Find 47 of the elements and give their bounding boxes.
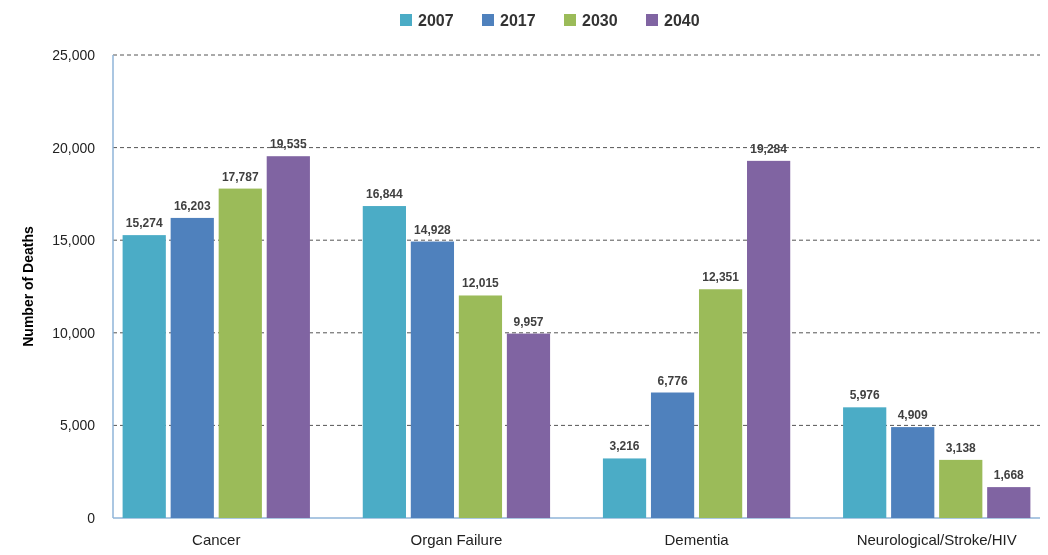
- bar: [266, 156, 310, 518]
- x-tick-label: Dementia: [664, 531, 730, 548]
- data-label: 16,203: [173, 198, 211, 213]
- bar: [506, 333, 551, 518]
- data-label: 15,274: [125, 216, 163, 231]
- y-tick-label: 15,000: [52, 232, 96, 249]
- bar: [218, 188, 262, 518]
- y-tick-label: 20,000: [52, 139, 96, 156]
- legend-label: 2017: [500, 11, 536, 29]
- bar: [987, 487, 1031, 518]
- x-tick-label: Organ Failure: [410, 531, 503, 548]
- data-label: 19,284: [750, 141, 788, 156]
- data-label: 3,216: [609, 439, 640, 454]
- bar: [939, 459, 983, 518]
- bar: [698, 289, 743, 518]
- bar: [891, 427, 935, 518]
- bar: [602, 458, 647, 518]
- data-label: 4,909: [897, 408, 929, 423]
- legend-label: 2007: [418, 11, 454, 29]
- data-label: 12,351: [702, 270, 740, 285]
- bar: [122, 235, 166, 518]
- data-label: 16,844: [366, 187, 404, 202]
- bar: [747, 160, 791, 518]
- y-axis-title: Number of Deaths: [20, 226, 36, 347]
- bar: [410, 241, 455, 518]
- data-label: 9,957: [513, 314, 544, 329]
- bar: [650, 392, 695, 518]
- data-label: 6,776: [657, 373, 688, 388]
- y-tick-label: 25,000: [52, 46, 96, 63]
- legend-label: 2030: [582, 11, 618, 29]
- x-tick-label: Cancer: [192, 531, 241, 548]
- bar: [458, 295, 503, 518]
- data-label: 19,535: [269, 137, 307, 152]
- y-tick-label: 5,000: [59, 417, 96, 434]
- x-tick-label: Neurological/Stroke/HIV: [856, 531, 1017, 548]
- bar: [362, 206, 406, 518]
- data-label: 5,976: [849, 388, 881, 403]
- data-label: 3,138: [945, 440, 977, 455]
- bar: [170, 217, 214, 518]
- bar: [843, 407, 887, 518]
- data-label: 17,787: [221, 169, 259, 184]
- y-tick-label: 0: [87, 509, 96, 526]
- legend-label: 2040: [664, 11, 700, 29]
- y-tick-label: 10,000: [52, 324, 96, 341]
- data-label: 14,928: [414, 222, 452, 237]
- data-label: 12,015: [462, 276, 500, 291]
- data-label: 1,668: [993, 468, 1025, 483]
